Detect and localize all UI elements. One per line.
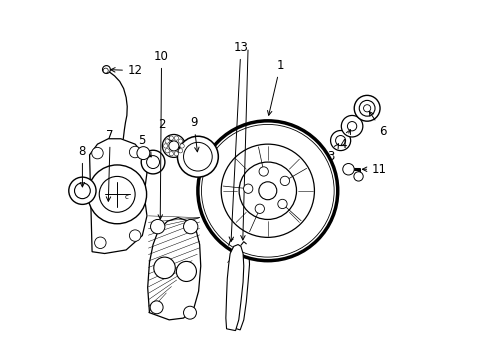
Circle shape [198, 121, 337, 261]
Text: 6: 6 [368, 112, 386, 138]
Circle shape [183, 220, 198, 234]
Circle shape [153, 257, 175, 279]
Circle shape [69, 177, 96, 204]
Circle shape [201, 125, 333, 257]
Text: 4: 4 [339, 130, 350, 151]
Polygon shape [225, 244, 244, 330]
Circle shape [359, 100, 374, 116]
Circle shape [341, 116, 362, 137]
Polygon shape [147, 218, 201, 320]
Circle shape [150, 220, 164, 234]
Circle shape [259, 167, 268, 176]
Text: c: c [124, 194, 128, 200]
Circle shape [342, 163, 353, 175]
Text: 13: 13 [228, 41, 248, 242]
Circle shape [102, 66, 110, 73]
Circle shape [150, 301, 163, 314]
Circle shape [177, 136, 218, 177]
Circle shape [277, 199, 286, 208]
Polygon shape [89, 139, 147, 253]
Circle shape [174, 136, 178, 140]
Text: 7: 7 [106, 129, 114, 201]
Circle shape [129, 146, 141, 158]
Circle shape [88, 165, 146, 224]
Circle shape [129, 230, 141, 241]
Text: 11: 11 [362, 163, 386, 176]
Circle shape [178, 139, 183, 143]
Polygon shape [230, 242, 249, 330]
Circle shape [353, 172, 363, 181]
Circle shape [330, 131, 350, 150]
Circle shape [162, 134, 185, 157]
Circle shape [174, 152, 178, 156]
Circle shape [137, 147, 149, 159]
Circle shape [178, 149, 183, 153]
Circle shape [92, 147, 103, 159]
Circle shape [169, 152, 173, 156]
Circle shape [221, 144, 314, 237]
Circle shape [164, 139, 169, 143]
Circle shape [99, 176, 135, 212]
Circle shape [353, 95, 379, 121]
Circle shape [280, 176, 289, 185]
Circle shape [183, 142, 212, 171]
Text: 3: 3 [326, 144, 338, 163]
Circle shape [243, 184, 252, 193]
Circle shape [335, 135, 345, 145]
Circle shape [74, 183, 90, 199]
Text: 9: 9 [190, 116, 199, 152]
Text: 5: 5 [138, 134, 151, 157]
Circle shape [363, 105, 370, 112]
Circle shape [94, 237, 106, 248]
Circle shape [169, 136, 173, 140]
Circle shape [239, 162, 296, 220]
Circle shape [141, 150, 164, 174]
Text: 10: 10 [154, 50, 169, 219]
Circle shape [183, 306, 196, 319]
Circle shape [146, 156, 159, 168]
Circle shape [168, 141, 179, 151]
Text: 1: 1 [267, 59, 284, 115]
Circle shape [163, 144, 167, 148]
Circle shape [164, 149, 169, 153]
Circle shape [255, 204, 264, 213]
Circle shape [258, 182, 276, 200]
Text: 2: 2 [158, 118, 172, 141]
Circle shape [346, 122, 356, 131]
Circle shape [103, 68, 108, 73]
Circle shape [176, 261, 196, 282]
Text: 8: 8 [79, 145, 86, 187]
Text: 12: 12 [110, 64, 142, 77]
Circle shape [180, 144, 184, 148]
